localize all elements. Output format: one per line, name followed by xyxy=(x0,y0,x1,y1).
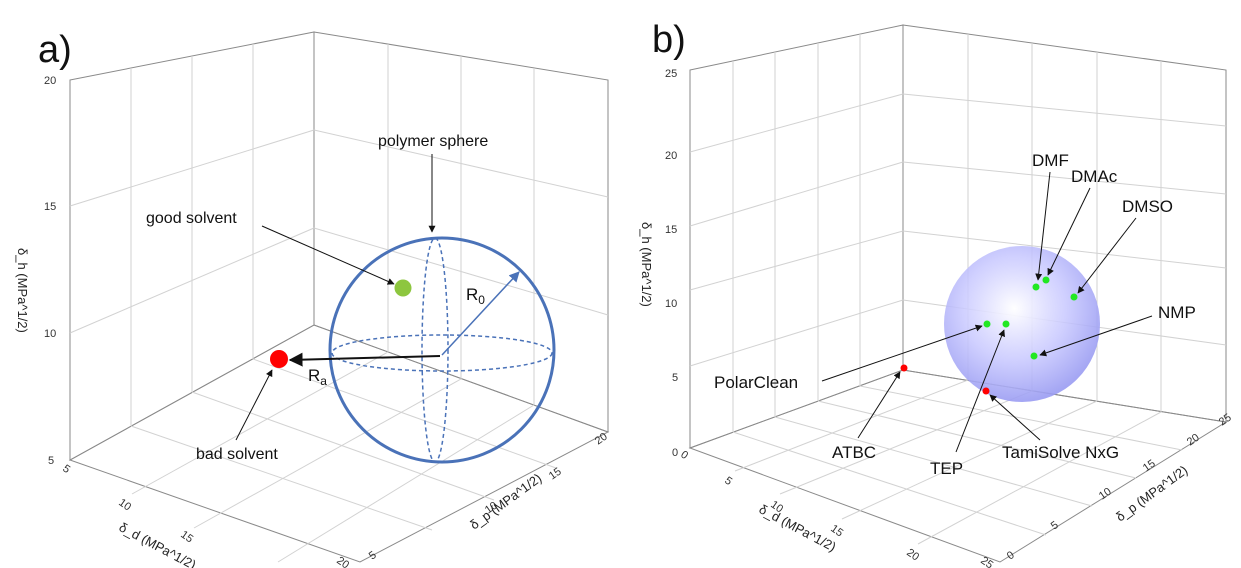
panel-b: b) 0 5 10 15 20 25 δ_h (MPa^1/2) 0 5 10 … xyxy=(639,19,1234,568)
panel-b-point-nmp xyxy=(1030,352,1038,360)
panel-a: a) 5 10 15 20 δ_h (MPa^1/2) 5 10 15 20 δ… xyxy=(15,29,610,568)
panel-b-label-polarclean: PolarClean xyxy=(714,373,798,392)
panel-a-x-tick: 15 xyxy=(178,529,195,546)
panel-b-point-tep xyxy=(1002,320,1010,328)
panel-b-x-tick: 20 xyxy=(904,547,921,564)
panel-b-x-tick: 5 xyxy=(722,475,734,488)
panel-b-arrow-dmac xyxy=(1047,187,1091,276)
panel-b-z-ticks: 0 5 10 15 20 25 xyxy=(665,68,678,459)
panel-b-point-dmf xyxy=(1032,283,1040,291)
panel-a-polymer-sphere-label: polymer sphere xyxy=(378,133,488,150)
panel-a-z-tick: 15 xyxy=(44,201,56,213)
panel-b-x-tick: 10 xyxy=(768,499,785,516)
panel-b-z-tick: 0 xyxy=(672,447,678,459)
panel-b-y-tick: 25 xyxy=(1217,412,1234,429)
panel-a-r0-label: R0 xyxy=(466,285,485,307)
panel-a-point-good-solvent xyxy=(394,279,412,297)
panel-b-z-tick: 5 xyxy=(672,372,678,384)
panel-a-z-axis-title: δ_h (MPa^1/2) xyxy=(15,248,30,333)
panel-a-z-tick: 10 xyxy=(44,328,56,340)
panel-a-y-tick: 20 xyxy=(593,431,610,448)
panel-b-label-dmf: DMF xyxy=(1032,151,1069,170)
panel-b-point-tamisolve-nxg xyxy=(982,387,990,395)
panel-b-floor xyxy=(688,369,1228,563)
panel-b-label-tamisolve-nxg: TamiSolve NxG xyxy=(1002,443,1119,462)
panel-b-y-axis-title: δ_p (MPa^1/2) xyxy=(1113,462,1190,524)
panel-b-arrow-dmf xyxy=(1035,171,1051,281)
panel-a-grid xyxy=(68,31,610,563)
panel-a-good-solvent-arrow xyxy=(261,225,395,285)
panel-b-arrow-tamisolve-nxg xyxy=(989,394,1041,441)
panel-a-y-tick: 5 xyxy=(367,549,379,562)
panel-b-point-dmso xyxy=(1070,293,1078,301)
panel-a-ra-label: Ra xyxy=(308,366,327,388)
panel-a-z-tick: 20 xyxy=(44,75,56,87)
panel-b-z-tick: 20 xyxy=(665,150,677,162)
panel-b-label-dmac: DMAc xyxy=(1071,167,1118,186)
panel-a-good-solvent-label: good solvent xyxy=(146,210,237,227)
panel-a-bad-solvent-arrow xyxy=(235,369,273,441)
panel-b-y-tick: 20 xyxy=(1185,432,1202,449)
panel-b-arrow-atbc xyxy=(857,371,901,439)
panel-b-y-tick: 10 xyxy=(1097,486,1114,503)
panel-a-x-tick: 20 xyxy=(334,555,351,568)
panel-b-z-tick: 10 xyxy=(665,298,677,310)
panel-b-point-atbc xyxy=(900,364,908,372)
panel-a-x-tick: 5 xyxy=(60,463,72,476)
panel-b-label-dmso: DMSO xyxy=(1122,197,1173,216)
panel-b-label-tep: TEP xyxy=(930,459,963,478)
panel-b-polymer-sphere xyxy=(944,246,1100,402)
panel-b-point-polarclean xyxy=(983,320,991,328)
panel-b-point-dmac xyxy=(1042,276,1050,284)
panel-a-y-tick: 15 xyxy=(547,466,564,483)
panel-a-y-tick: 10 xyxy=(483,500,500,517)
panel-b-z-tick: 15 xyxy=(665,224,677,236)
panel-a-bad-solvent-label: bad solvent xyxy=(196,446,278,463)
panel-b-y-tick: 0 xyxy=(1005,549,1017,562)
panel-a-z-ticks: 5 10 15 20 xyxy=(44,75,56,467)
panel-a-y-ticks: 5 10 15 20 xyxy=(367,431,610,563)
panel-b-y-tick: 5 xyxy=(1049,519,1061,532)
panel-a-polymer-sphere xyxy=(328,236,556,464)
panel-a-x-tick: 10 xyxy=(116,497,133,514)
panel-b-x-tick: 0 xyxy=(678,449,690,462)
panel-b-arrow-tep xyxy=(955,329,1005,453)
panel-b-arrow-dmso xyxy=(1077,217,1137,294)
panel-a-x-ticks: 5 10 15 20 xyxy=(60,463,351,568)
panel-b-z-tick: 25 xyxy=(665,68,677,80)
panel-a-label: a) xyxy=(38,29,72,71)
panel-b-label: b) xyxy=(652,19,686,61)
panel-b-label-nmp: NMP xyxy=(1158,303,1196,322)
panel-b-y-ticks: 0 5 10 15 20 25 xyxy=(1005,412,1234,563)
panel-b-z-axis-title: δ_h (MPa^1/2) xyxy=(639,222,654,307)
panel-a-z-tick: 5 xyxy=(48,455,54,467)
panel-a-floor xyxy=(68,324,610,563)
panel-b-arrow-nmp xyxy=(1039,315,1153,357)
panel-b-x-tick: 15 xyxy=(828,523,845,540)
panel-b-y-tick: 15 xyxy=(1141,458,1158,475)
panel-a-y-axis-title: δ_p (MPa^1/2) xyxy=(467,470,544,532)
panel-b-x-axis-title: δ_d (MPa^1/2) xyxy=(757,501,839,554)
panel-b-label-atbc: ATBC xyxy=(832,443,876,462)
panel-a-ra-arrow xyxy=(288,352,441,367)
panel-a-point-bad-solvent xyxy=(270,350,288,368)
panel-b-x-ticks: 0 5 10 15 20 25 xyxy=(678,449,995,568)
panel-b-x-tick: 25 xyxy=(978,555,995,568)
panel-b-arrow-polarclean xyxy=(821,324,983,382)
